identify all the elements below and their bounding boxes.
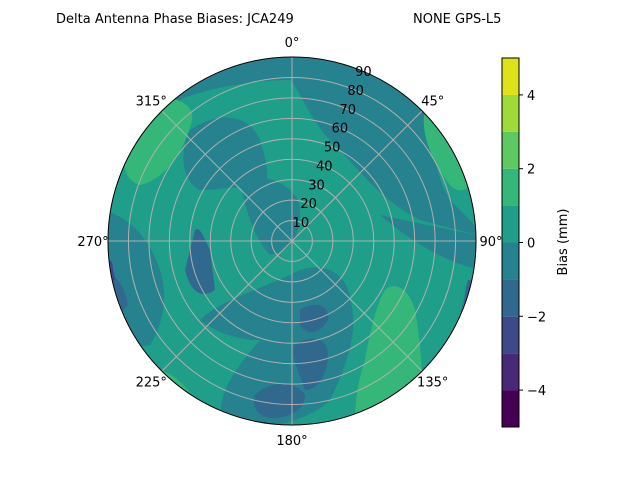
r-tick-label: 70 xyxy=(339,103,356,118)
contour-level-1-2 xyxy=(423,110,470,191)
theta-tick-label: 135° xyxy=(417,376,448,391)
r-tick-label: 40 xyxy=(316,159,333,174)
contour-level-neg2-neg1 xyxy=(463,280,476,345)
chart-title-left: Delta Antenna Phase Biases: JCA249 xyxy=(56,12,294,27)
colorbar-band xyxy=(502,390,519,427)
r-tick-label: 20 xyxy=(300,197,317,212)
theta-gridline xyxy=(161,240,293,372)
r-tick-label: 50 xyxy=(324,141,341,156)
r-tick-label: 60 xyxy=(332,122,349,137)
theta-gridline xyxy=(291,110,423,242)
contour-level-neg1-0 xyxy=(240,177,300,255)
r-tick-label: 90 xyxy=(355,65,372,80)
contour-level-neg2-neg1 xyxy=(300,304,329,332)
theta-gridline xyxy=(291,240,423,372)
r-tick-label: 30 xyxy=(308,178,325,193)
colorbar: −4 −2 0 2 4 xyxy=(501,57,546,428)
colorbar-band xyxy=(502,205,519,243)
colorbar-label: Bias (mm) xyxy=(556,209,571,276)
colorbar-tick-label: −2 xyxy=(527,310,546,325)
polar-grid xyxy=(107,56,477,426)
colorbar-band xyxy=(502,242,519,280)
contour-level-neg2-neg1 xyxy=(293,338,329,390)
theta-gridline xyxy=(161,110,293,242)
r-tick-label: 10 xyxy=(293,216,310,231)
theta-tick-label: 270° xyxy=(77,235,108,250)
theta-tick-label: 90° xyxy=(479,235,502,250)
theta-tick-label: 0° xyxy=(285,36,300,51)
colorbar-band xyxy=(502,316,519,354)
colorbar-band xyxy=(502,168,519,206)
colorbar-tick-label: 0 xyxy=(527,237,535,252)
theta-tick-label: 315° xyxy=(136,94,167,109)
contour-level-1-2 xyxy=(124,98,193,185)
colorbar-band xyxy=(502,131,519,169)
contour-level-neg1-0 xyxy=(108,57,476,236)
colorbar-band xyxy=(502,58,519,95)
colorbar-band xyxy=(502,353,519,391)
colorbar-tick-label: −4 xyxy=(527,384,546,399)
colorbar-band xyxy=(502,94,519,132)
theta-tick-label: 225° xyxy=(136,376,167,391)
colorbar-band xyxy=(502,279,519,317)
colorbar-tick-label: 4 xyxy=(527,89,535,104)
r-tick-label: 80 xyxy=(347,84,364,99)
theta-tick-label: 180° xyxy=(276,434,307,449)
chart-title-right: NONE GPS-L5 xyxy=(413,12,501,27)
colorbar-tick-label: 2 xyxy=(527,163,535,178)
contour-level-neg2-neg1 xyxy=(185,229,215,294)
polar-frame xyxy=(107,56,477,426)
theta-tick-label: 45° xyxy=(421,94,444,109)
